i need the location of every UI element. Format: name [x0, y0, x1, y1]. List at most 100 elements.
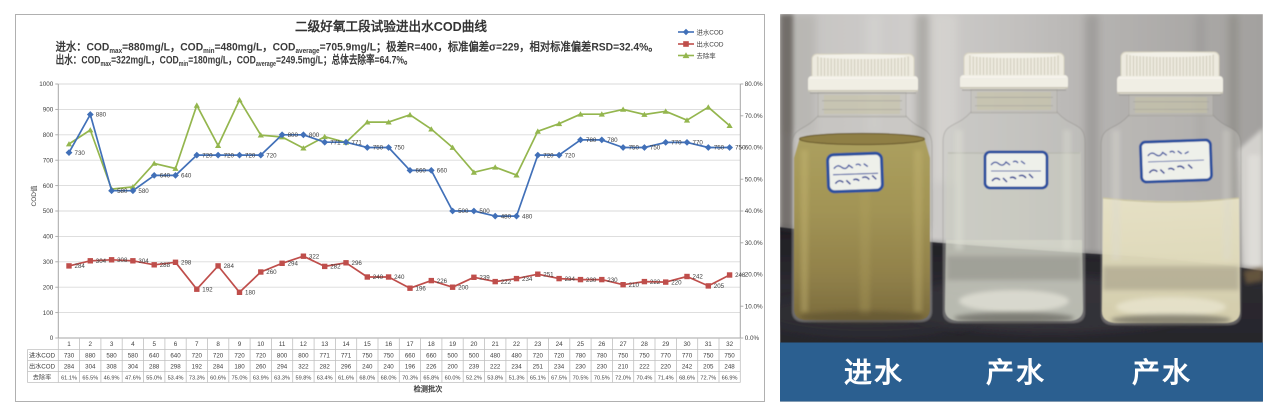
svg-text:800: 800	[309, 132, 320, 139]
svg-text:9: 9	[238, 341, 242, 348]
svg-text:720: 720	[202, 152, 213, 159]
svg-text:750: 750	[383, 353, 394, 360]
svg-text:20.0%: 20.0%	[745, 272, 763, 279]
svg-text:720: 720	[224, 152, 235, 159]
svg-text:304: 304	[128, 364, 139, 371]
svg-text:282: 282	[330, 264, 341, 271]
svg-text:67.5%: 67.5%	[551, 376, 567, 382]
svg-text:63.4%: 63.4%	[317, 376, 333, 382]
svg-text:7: 7	[195, 341, 199, 348]
svg-text:284: 284	[64, 364, 75, 371]
svg-text:60.6%: 60.6%	[210, 376, 226, 382]
svg-text:196: 196	[416, 285, 427, 292]
svg-text:288: 288	[149, 364, 160, 371]
svg-text:51.3%: 51.3%	[509, 376, 525, 382]
svg-text:720: 720	[234, 353, 245, 360]
svg-text:70.4%: 70.4%	[636, 376, 652, 382]
svg-text:660: 660	[405, 353, 416, 360]
svg-text:720: 720	[256, 353, 267, 360]
svg-text:4: 4	[131, 341, 135, 348]
svg-text:660: 660	[416, 168, 427, 175]
svg-text:294: 294	[288, 261, 299, 268]
svg-text:308: 308	[117, 257, 128, 264]
svg-text:65.1%: 65.1%	[530, 376, 546, 382]
svg-text:2: 2	[89, 341, 93, 348]
svg-text:25: 25	[577, 341, 585, 348]
svg-text:240: 240	[373, 274, 384, 281]
svg-text:500: 500	[469, 353, 480, 360]
svg-text:COD值: COD值	[29, 185, 38, 206]
svg-text:771: 771	[320, 353, 331, 360]
svg-text:20: 20	[470, 341, 478, 348]
svg-text:222: 222	[501, 279, 512, 286]
svg-text:196: 196	[405, 364, 416, 371]
svg-text:230: 230	[607, 277, 618, 284]
svg-text:产水: 产水	[986, 357, 1046, 388]
svg-text:640: 640	[149, 353, 160, 360]
svg-text:304: 304	[96, 258, 107, 265]
svg-text:55.0%: 55.0%	[146, 376, 162, 382]
svg-text:19: 19	[449, 341, 457, 348]
svg-text:500: 500	[43, 208, 54, 215]
svg-text:8: 8	[216, 341, 220, 348]
svg-text:30: 30	[683, 341, 691, 348]
svg-text:780: 780	[575, 353, 586, 360]
svg-text:240: 240	[394, 274, 405, 281]
svg-text:260: 260	[256, 364, 267, 371]
svg-text:70.5%: 70.5%	[594, 376, 610, 382]
svg-text:298: 298	[170, 364, 181, 371]
svg-text:640: 640	[181, 173, 192, 180]
svg-text:73.3%: 73.3%	[189, 376, 205, 382]
svg-text:1000: 1000	[39, 81, 54, 88]
svg-text:205: 205	[703, 364, 714, 371]
svg-text:31: 31	[705, 341, 713, 348]
svg-text:239: 239	[479, 275, 490, 282]
svg-text:200: 200	[458, 284, 469, 291]
svg-text:14: 14	[342, 341, 350, 348]
svg-text:771: 771	[341, 353, 352, 360]
svg-text:23: 23	[534, 341, 542, 348]
svg-text:10.0%: 10.0%	[745, 303, 763, 310]
svg-text:10: 10	[257, 341, 265, 348]
svg-text:322: 322	[298, 364, 309, 371]
svg-text:770: 770	[682, 353, 693, 360]
svg-text:294: 294	[277, 364, 288, 371]
svg-text:去除率: 去除率	[33, 374, 52, 382]
svg-text:230: 230	[575, 364, 586, 371]
svg-text:770: 770	[693, 140, 704, 147]
svg-text:750: 750	[629, 145, 640, 152]
svg-text:750: 750	[650, 145, 661, 152]
svg-text:26: 26	[598, 341, 606, 348]
svg-text:22: 22	[513, 341, 521, 348]
svg-text:248: 248	[735, 272, 746, 279]
svg-text:750: 750	[362, 353, 373, 360]
svg-text:60.0%: 60.0%	[745, 145, 763, 152]
svg-text:进水COD: 进水COD	[697, 27, 724, 36]
svg-text:720: 720	[245, 152, 256, 159]
svg-text:47.6%: 47.6%	[125, 376, 141, 382]
svg-text:750: 750	[703, 353, 714, 360]
svg-text:0.0%: 0.0%	[745, 335, 760, 342]
svg-text:72.0%: 72.0%	[615, 376, 631, 382]
svg-text:580: 580	[117, 188, 128, 195]
svg-text:750: 750	[714, 145, 725, 152]
svg-text:750: 750	[373, 145, 384, 152]
svg-text:770: 770	[661, 353, 672, 360]
svg-text:53.4%: 53.4%	[168, 376, 184, 382]
svg-text:900: 900	[43, 107, 54, 114]
svg-text:46.9%: 46.9%	[104, 376, 120, 382]
svg-text:出水：CODmax=322mg/L，CODmin=180mg: 出水：CODmax=322mg/L，CODmin=180mg/L，CODaver…	[56, 53, 413, 69]
svg-text:80.0%: 80.0%	[745, 81, 763, 88]
svg-text:去除率: 去除率	[697, 51, 717, 60]
svg-text:780: 780	[607, 137, 618, 144]
svg-text:660: 660	[426, 353, 437, 360]
svg-text:780: 780	[586, 137, 597, 144]
svg-text:75.0%: 75.0%	[232, 376, 248, 382]
svg-text:200: 200	[447, 364, 458, 371]
svg-text:580: 580	[106, 353, 117, 360]
svg-text:770: 770	[671, 140, 682, 147]
svg-text:222: 222	[490, 364, 501, 371]
svg-text:29: 29	[662, 341, 670, 348]
svg-text:产水: 产水	[1132, 357, 1192, 388]
svg-text:1: 1	[67, 341, 71, 348]
